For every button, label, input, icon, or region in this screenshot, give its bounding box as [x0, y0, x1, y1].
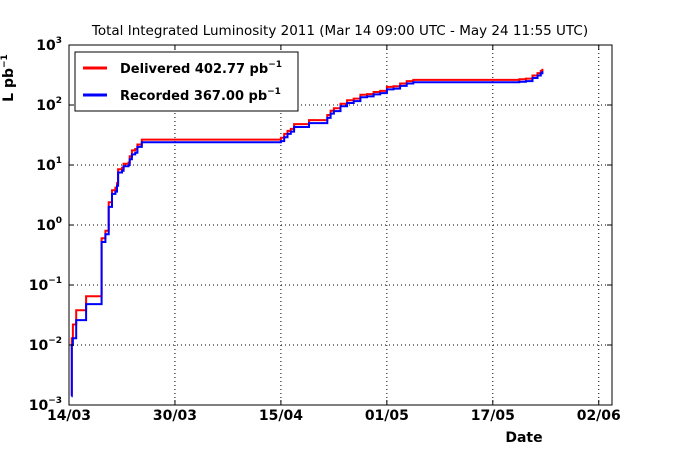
- y-tick-label: 10−3: [29, 396, 62, 414]
- x-tick-label: 17/05: [471, 408, 515, 424]
- legend-entry: Delivered 402.77 pb−1: [120, 60, 282, 77]
- series-line-recorded: [70, 71, 544, 398]
- y-tick-label: 10−2: [29, 336, 62, 354]
- series-layer: [70, 68, 544, 398]
- y-tick-label: 100: [36, 216, 62, 234]
- x-tick-label: 02/06: [577, 408, 621, 424]
- legend-box: [74, 51, 299, 112]
- x-tick-label: 15/04: [259, 408, 303, 424]
- x-tick-label: 30/03: [153, 408, 197, 424]
- x-tick-label: 01/05: [365, 408, 409, 424]
- x-axis-label: Date: [505, 430, 542, 446]
- legend: Delivered 402.77 pb−1 Recorded 367.00 pb−…: [74, 51, 299, 112]
- ticks: 14/03 30/03 15/04 01/05 17/05 02/06 10−3 10−2 10…: [29, 36, 621, 424]
- x-tick-label: 14/03: [47, 408, 91, 424]
- y-tick-label: 10−1: [29, 276, 62, 294]
- y-tick-label: 103: [36, 36, 62, 54]
- y-tick-label: 101: [36, 156, 62, 174]
- y-tick-label: 102: [36, 96, 62, 114]
- legend-entry: Recorded 367.00 pb−1: [120, 87, 281, 104]
- chart-title: Total Integrated Luminosity 2011 (Mar 14…: [91, 23, 588, 39]
- y-axis-label: L pb−1: [0, 54, 17, 102]
- axis-labels: Date L pb−1: [0, 54, 543, 446]
